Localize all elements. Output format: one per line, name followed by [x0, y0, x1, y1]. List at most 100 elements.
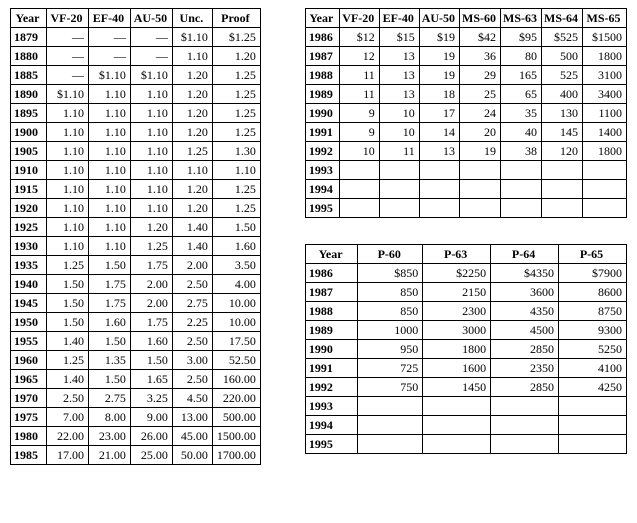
table_left-value-cell: 500.00 [212, 408, 260, 427]
table_top_right-value-cell: 38 [501, 142, 542, 161]
left-column: YearVF-20EF-40AU-50Unc.Proof1879———$1.10… [10, 8, 261, 465]
table_bottom_right-value-cell: 5250 [559, 340, 627, 359]
table_bottom_right-value-cell: 9300 [559, 321, 627, 340]
table_top_right-value-cell [460, 161, 501, 180]
table_bottom_right-value-cell: 2350 [491, 359, 559, 378]
table_left-value-cell: 10.00 [212, 294, 260, 313]
table_left-value-cell: 1.10 [172, 47, 212, 66]
table-row: 18951.101.101.101.201.25 [11, 104, 261, 123]
table_top_right-value-cell: 145 [542, 123, 583, 142]
table_left-year-cell: 1890 [11, 85, 47, 104]
table-row: 1885—$1.10$1.101.201.25 [11, 66, 261, 85]
table_left-value-cell: 17.50 [212, 332, 260, 351]
table-row: 1990950180028505250 [305, 340, 626, 359]
table_bottom_right-value-cell [491, 397, 559, 416]
table_top_right-value-cell: 165 [501, 66, 542, 85]
table_left-value-cell: 1.20 [172, 85, 212, 104]
table_bottom_right-value-cell [423, 416, 491, 435]
table_bottom_right-value-cell [491, 416, 559, 435]
table_left-value-cell: 1.10 [46, 237, 88, 256]
table_bottom_right-value-cell [491, 435, 559, 454]
table_bottom_right-value-cell [559, 397, 627, 416]
table_left-value-cell: — [46, 66, 88, 85]
table_left-value-cell: 1.75 [88, 294, 130, 313]
table_left-value-cell: $1.25 [212, 28, 260, 47]
table_left-value-cell: 1.60 [88, 313, 130, 332]
table_left-value-cell: 1.10 [130, 104, 172, 123]
table_top_right-value-cell: 19 [419, 47, 459, 66]
table-row: 1987850215036008600 [305, 283, 626, 302]
table_left-value-cell: 1.50 [130, 351, 172, 370]
table_left-value-cell: 1.10 [88, 180, 130, 199]
table_top_right-value-cell [460, 180, 501, 199]
table_top_right-value-cell [583, 180, 627, 199]
page-root: YearVF-20EF-40AU-50Unc.Proof1879———$1.10… [10, 8, 627, 465]
table_top_right-value-cell: 1100 [583, 104, 627, 123]
table_left-header-cell: Year [11, 9, 47, 28]
table_left-value-cell: 4.50 [172, 389, 212, 408]
table_top_right-value-cell [501, 161, 542, 180]
table_bottom_right-year-cell: 1994 [305, 416, 357, 435]
table_top_right-value-cell: 10 [339, 142, 379, 161]
table-row: 19891000300045009300 [305, 321, 626, 340]
table_left-year-cell: 1950 [11, 313, 47, 332]
table_top_right-value-cell [460, 199, 501, 218]
table_top_right-value-cell: 18 [419, 85, 459, 104]
table_bottom_right-value-cell [358, 435, 423, 454]
table_top_right-value-cell: 130 [542, 104, 583, 123]
table_left-value-cell: 1.10 [130, 85, 172, 104]
table_top_right-value-cell [419, 180, 459, 199]
table_bottom_right-header-cell: P-64 [491, 245, 559, 264]
table_top_right-value-cell: 13 [379, 66, 419, 85]
table_top_right-value-cell: 20 [460, 123, 501, 142]
table_bottom_right-header-row: YearP-60P-63P-64P-65 [305, 245, 626, 264]
table-row: 198712131936805001800 [305, 47, 626, 66]
table_top_right-value-cell: 35 [501, 104, 542, 123]
table_left-value-cell: $1.10 [172, 28, 212, 47]
table_bottom_right-value-cell: 2300 [423, 302, 491, 321]
table_left-value-cell: — [46, 28, 88, 47]
table_top_right-value-cell: 11 [339, 85, 379, 104]
table_bottom_right-value-cell: 3600 [491, 283, 559, 302]
table_top_right-value-cell [379, 161, 419, 180]
table_top_right-value-cell: 36 [460, 47, 501, 66]
table_left-value-cell: 1.60 [130, 332, 172, 351]
table_left-value-cell: — [130, 47, 172, 66]
table_bottom_right-value-cell: 3000 [423, 321, 491, 340]
table_top_right-value-cell: 120 [542, 142, 583, 161]
table-row: 19401.501.752.002.504.00 [11, 275, 261, 294]
table_top_right-value-cell: 12 [339, 47, 379, 66]
table_left-value-cell: 1.10 [46, 142, 88, 161]
table_bottom_right-value-cell: 2850 [491, 378, 559, 397]
table_left-value-cell: 22.00 [46, 427, 88, 446]
table_left-value-cell: $1.10 [130, 66, 172, 85]
table_top_right-year-cell: 1990 [305, 104, 339, 123]
table_left-value-cell: 1.10 [130, 142, 172, 161]
table_top_right-value-cell: 1400 [583, 123, 627, 142]
table_left-value-cell: 10.00 [212, 313, 260, 332]
table_top_right-value-cell: $12 [339, 28, 379, 47]
table-row: 1993 [305, 397, 626, 416]
table_left-value-cell: 1.50 [88, 332, 130, 351]
table_top_right-value-cell: 1800 [583, 142, 627, 161]
table_left-year-cell: 1945 [11, 294, 47, 313]
table_bottom_right-value-cell: 1600 [423, 359, 491, 378]
table-row: 19702.502.753.254.50220.00 [11, 389, 261, 408]
table-row: 19051.101.101.101.251.30 [11, 142, 261, 161]
table_left-value-cell: 1.10 [46, 104, 88, 123]
table_top_right-value-cell [542, 161, 583, 180]
table-row: 19451.501.752.002.7510.00 [11, 294, 261, 313]
table-row: 19201.101.101.101.201.25 [11, 199, 261, 218]
table_left-header-cell: AU-50 [130, 9, 172, 28]
table_bottom_right-value-cell: 725 [358, 359, 423, 378]
table_top_right-value-cell: 13 [419, 142, 459, 161]
table_left-year-cell: 1970 [11, 389, 47, 408]
table-row: 1880———1.101.20 [11, 47, 261, 66]
table_left-value-cell: 1500.00 [212, 427, 260, 446]
table-row: 19757.008.009.0013.00500.00 [11, 408, 261, 427]
table_top_right-value-cell [501, 199, 542, 218]
table_left-year-cell: 1885 [11, 66, 47, 85]
price-table-left: YearVF-20EF-40AU-50Unc.Proof1879———$1.10… [10, 8, 261, 465]
table_left-value-cell: 1.40 [46, 332, 88, 351]
table_top_right-year-cell: 1989 [305, 85, 339, 104]
